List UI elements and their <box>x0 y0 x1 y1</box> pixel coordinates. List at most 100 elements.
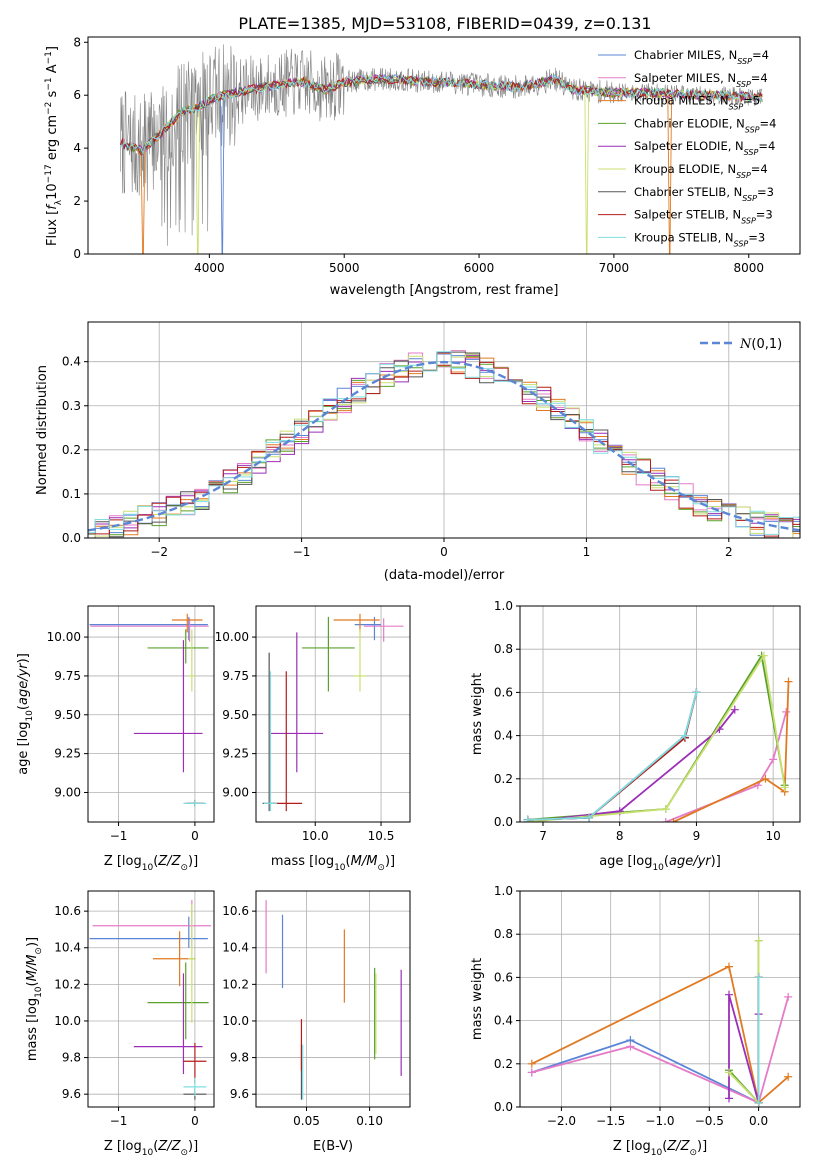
label-part: mass [log <box>271 854 334 869</box>
weight-marker <box>784 1072 793 1081</box>
axis-overlay: 0.05 0.10 9.6 9.8 10.0 10.2 10.4 10.6 E(B-V) <box>222 890 411 1154</box>
weight-line <box>531 996 790 1104</box>
legend-entry: Salpeter ELODIE, NSSP=4 <box>634 139 775 157</box>
legend-args: (0,1) <box>751 337 782 352</box>
label-part: mass [log <box>25 998 40 1061</box>
weight-marker <box>769 755 778 764</box>
axis-overlay: −1 09.69.810.010.210.410.6Z [log10(Z/Z⊙)]… <box>25 890 215 1158</box>
axes-frame <box>255 890 411 1108</box>
y-tick-label: 9.75 <box>54 669 81 683</box>
legend-entry: Chabrier ELODIE, NSSP=4 <box>634 116 776 133</box>
label-part: 10 <box>142 1148 154 1158</box>
x-axis-label: wavelength [Angstrom, rest frame] <box>330 283 559 298</box>
x-tick-label: −1 <box>110 829 128 843</box>
legend-nssp: =4 <box>758 139 775 153</box>
legend-nssp: =4 <box>751 71 768 85</box>
label-part: )] <box>697 1139 707 1154</box>
y-tick-label: 10.0 <box>222 1014 249 1028</box>
plot-area <box>262 613 404 812</box>
plot-area <box>89 613 209 807</box>
label-part: −2 <box>44 102 54 115</box>
label-part: age [log <box>16 722 31 775</box>
y-tick-label: 0.8 <box>494 927 513 941</box>
x-tick-label: −2.0 <box>547 1114 576 1128</box>
legend-model: Salpeter ELODIE, N <box>634 139 744 153</box>
label-part: Z/Z <box>666 1139 690 1154</box>
label-part: 10 <box>651 1148 663 1158</box>
y-tick-label: 10.4 <box>222 941 249 955</box>
weight-line <box>527 709 736 822</box>
y-tick-label: 10.6 <box>222 904 249 918</box>
panel-spectrum: 4000 5000 6000 7000 8000 0 2 4 6 8 Flux [fλ10−17 e… <box>44 35 801 298</box>
x-tick-label: −2 <box>150 545 168 559</box>
figure-title: PLATE=1385, MJD=53108, FIBERID=0439, z=0… <box>238 14 651 33</box>
x-tick-label: 9 <box>693 829 701 843</box>
plot-area <box>527 936 793 1107</box>
y-tick-label: 9.50 <box>54 708 81 722</box>
x-tick-label: 0 <box>440 545 448 559</box>
y-tick-label: 0.3 <box>62 399 81 413</box>
label-part: ( <box>16 705 31 710</box>
label-part: age/yr <box>16 662 31 705</box>
weight-line <box>673 681 790 822</box>
y-tick-label: 0.2 <box>62 443 81 457</box>
weight-marker <box>784 677 793 686</box>
label-part: M/M <box>351 854 378 869</box>
plot-area <box>119 44 763 254</box>
y-axis-label: mass weight <box>470 673 485 755</box>
legend-model: Kroupa MILES, N <box>634 94 729 108</box>
label-part: ( <box>153 1139 158 1154</box>
x-tick-label: 10.5 <box>368 829 395 843</box>
x-tick-label: 4000 <box>194 261 225 275</box>
x-tick-label: −1 <box>110 1114 128 1128</box>
panel-weight_vs_Z: −2.0 −1.5 −1.0 −0.5 0.0 0.0 0.2 0.4 0.6 0.8 1.0 Z [… <box>470 884 801 1158</box>
label-part: )] <box>25 937 40 947</box>
y-tick-label: 9.8 <box>62 1051 81 1065</box>
label-part: 10 <box>652 863 664 873</box>
y-tick-label: 1.0 <box>494 884 513 898</box>
axis-overlay: 4000 5000 6000 7000 8000 0 2 4 6 8 Flux [fλ10−17 e… <box>44 35 801 298</box>
plot-area <box>523 651 793 822</box>
x-tick-label: 0.10 <box>356 1114 383 1128</box>
weight-marker <box>725 990 734 999</box>
legend-sub: SSP <box>737 57 752 66</box>
y-tick-label: 9.75 <box>222 669 249 683</box>
x-tick-label: 6000 <box>464 261 495 275</box>
axes-frame <box>87 36 801 255</box>
x-tick-label: 8000 <box>733 261 764 275</box>
y-tick-label: 1.0 <box>494 599 513 613</box>
legend-entry: N(0,1) <box>739 337 782 352</box>
weight-marker <box>754 973 763 982</box>
label-part: Z/Z <box>157 854 181 869</box>
x-tick-label: 10.0 <box>302 829 329 843</box>
label-part: ( <box>664 854 669 869</box>
legend-entry: Kroupa ELODIE, NSSP=4 <box>634 162 768 180</box>
weight-marker <box>523 815 532 822</box>
y-tick-label: 2 <box>73 194 81 208</box>
weight-marker <box>782 707 791 716</box>
y-tick-label: 10.4 <box>54 941 81 955</box>
weight-marker <box>784 992 793 1001</box>
histogram-step-line <box>88 353 800 536</box>
histogram-step-line <box>88 353 800 538</box>
panel-mass_vs_EBV: 0.05 0.10 9.6 9.8 10.0 10.2 10.4 10.6 E(B-V) <box>222 890 411 1154</box>
y-tick-label: 9.00 <box>222 785 249 799</box>
model-spectrum-line <box>120 73 763 155</box>
label-part: A <box>45 64 60 77</box>
weight-marker <box>680 731 689 740</box>
label-part: ( <box>153 854 158 869</box>
weight-marker <box>754 1098 763 1107</box>
legend-nssp: =4 <box>751 162 768 176</box>
label-part: Flux [ <box>45 210 60 246</box>
label-part: 10 <box>34 986 44 998</box>
label-part: ] <box>45 46 60 51</box>
x-tick-label: 7 <box>539 829 547 843</box>
x-tick-label: 5000 <box>329 261 360 275</box>
label-part: Z/Z <box>157 1139 181 1154</box>
y-tick-label: 0.4 <box>494 1014 513 1028</box>
label-part: −1 <box>44 77 54 90</box>
